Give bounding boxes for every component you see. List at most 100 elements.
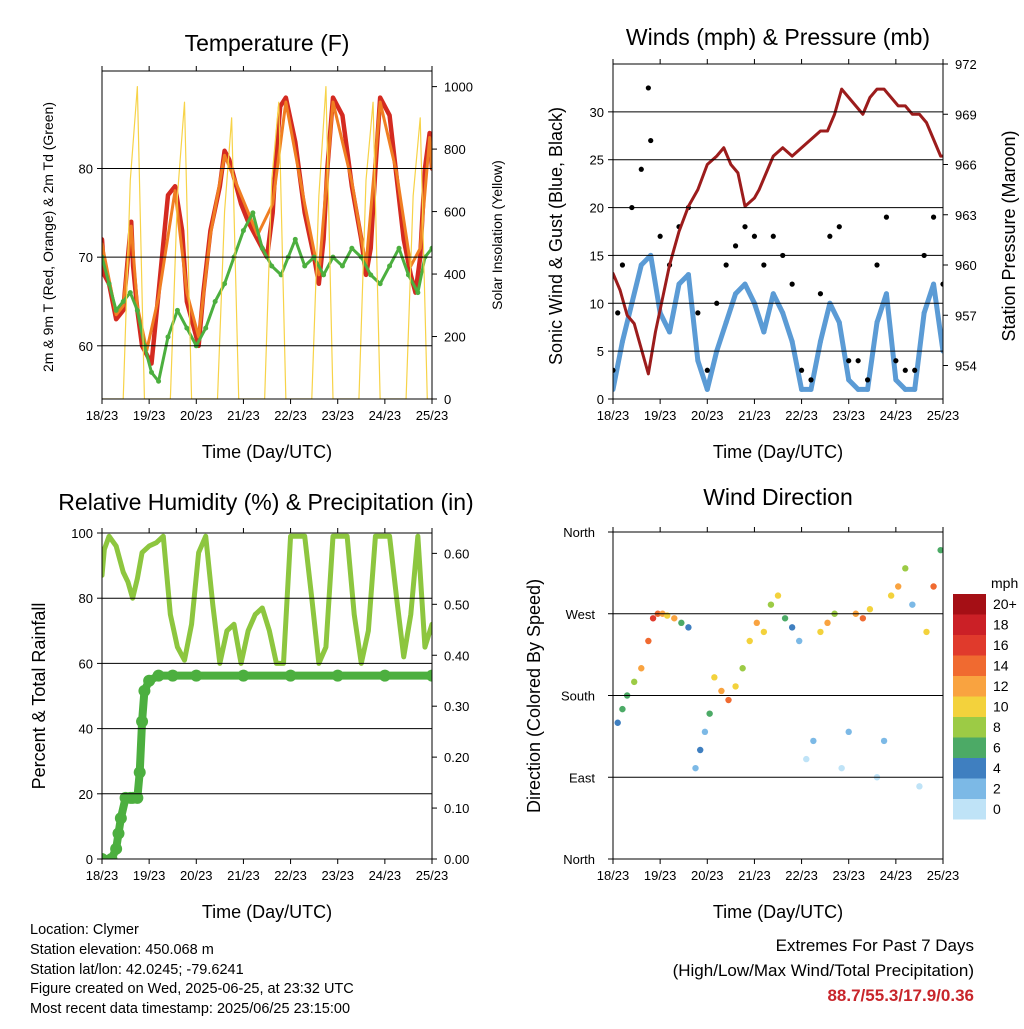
direction-point xyxy=(909,601,916,608)
humidity-panel: Relative Humidity (%) & Precipitation (i… xyxy=(29,489,474,922)
2m-td-point xyxy=(174,307,180,313)
total-precipitation-point xyxy=(133,766,146,779)
y-tick-label: 0 xyxy=(86,852,93,867)
wind-point xyxy=(742,281,748,287)
gust-point xyxy=(638,166,644,172)
gust-point xyxy=(940,281,943,287)
y2-tick-label: 957 xyxy=(955,308,977,323)
y2-tick-label: 0.40 xyxy=(444,648,469,663)
gust-point xyxy=(883,214,890,220)
2m-td-point xyxy=(212,298,218,304)
y-tick-label: North xyxy=(563,525,595,540)
y-tick-label: 25 xyxy=(590,153,604,168)
x-tick-label: 22/23 xyxy=(274,868,307,883)
direction-point xyxy=(619,705,626,713)
direction-point xyxy=(923,628,930,636)
winds-xlabel: Time (Day/UTC) xyxy=(713,442,843,462)
2m-td-point xyxy=(134,307,140,313)
2m-td-point xyxy=(396,245,402,251)
temperature-title: Temperature (F) xyxy=(185,30,350,56)
gust-point xyxy=(761,262,767,268)
direction-point xyxy=(810,737,817,745)
total-precipitation-point xyxy=(190,669,203,682)
x-tick-label: 18/23 xyxy=(597,868,630,883)
legend-swatch xyxy=(953,737,986,758)
y2-tick-label: 200 xyxy=(444,330,466,345)
y-tick-label: 20 xyxy=(590,201,604,216)
total-precipitation-point xyxy=(237,669,250,682)
y-tick-label: 20 xyxy=(79,787,93,802)
y-tick-label: 80 xyxy=(79,591,93,606)
gust-point xyxy=(704,367,710,373)
total-precipitation-point xyxy=(378,669,391,682)
gust-point xyxy=(874,262,880,268)
wind-point xyxy=(619,339,625,345)
wind-point xyxy=(912,386,918,392)
wind-point xyxy=(695,358,701,364)
gust-point xyxy=(864,377,871,383)
y2-tick-label: 0.50 xyxy=(444,597,469,612)
total-precipitation-line xyxy=(102,671,432,859)
y2-tick-label: 1000 xyxy=(444,80,473,95)
legend-swatch xyxy=(953,635,986,656)
humidity-ticks: 18/23 19/23 20/23 21/23 22/23 23/23 24/23 25/23… xyxy=(71,526,469,883)
gust-point xyxy=(645,85,651,91)
y2-tick-label: 972 xyxy=(955,57,977,72)
wind-point xyxy=(733,291,739,297)
direction-point xyxy=(859,615,867,622)
2m-td-point xyxy=(269,263,275,269)
x-tick-label: 24/23 xyxy=(369,868,402,883)
direction-point xyxy=(685,624,692,631)
y2-tick-label: 0.30 xyxy=(444,699,469,714)
2m-td-point xyxy=(184,325,190,331)
wind-point xyxy=(846,377,852,383)
winds-frame xyxy=(612,63,944,400)
y-tick-label: 30 xyxy=(590,105,604,120)
legend-swatch xyxy=(953,717,986,738)
gust-point xyxy=(648,137,654,144)
2m-td-point xyxy=(203,325,209,331)
y2-tick-label: 800 xyxy=(444,142,466,157)
total-precipitation-point xyxy=(426,669,432,682)
direction-point xyxy=(701,728,709,736)
wind-point xyxy=(817,339,823,345)
y-tick-label: 5 xyxy=(597,344,604,359)
legend-label: 4 xyxy=(993,760,1001,776)
x-tick-label: 20/23 xyxy=(180,868,213,883)
legend-label: 0 xyxy=(993,801,1001,817)
direction-point xyxy=(774,592,782,599)
x-tick-label: 22/23 xyxy=(274,408,307,423)
humidity-ylabel: Percent & Total Rainfall xyxy=(29,603,49,790)
legend-swatch xyxy=(953,799,986,820)
total-precipitation-point xyxy=(166,669,179,682)
direction-point xyxy=(895,583,902,590)
direction-point xyxy=(671,615,678,622)
2m-td-point xyxy=(292,236,298,242)
legend-swatch xyxy=(953,614,986,635)
direction-point xyxy=(739,665,746,672)
legend-label: 8 xyxy=(993,719,1001,735)
direction-point xyxy=(880,737,888,745)
winds-gridlines xyxy=(613,111,943,352)
direction-title: Wind Direction xyxy=(703,484,853,510)
2m-td-point xyxy=(113,307,119,313)
speed-legend: mph 20+ 18 16 14 12 10 8 6 4 2 0 xyxy=(953,575,1018,820)
direction-point xyxy=(930,583,937,590)
figure-created: Figure created on Wed, 2025-06-25, at 23… xyxy=(30,981,354,998)
direction-point xyxy=(902,565,909,572)
wind-point xyxy=(723,319,729,325)
y2-tick-label: 963 xyxy=(955,208,977,223)
y2-tick-label: 0.60 xyxy=(444,546,469,561)
x-tick-label: 20/23 xyxy=(691,868,724,883)
2m-td-point xyxy=(127,290,133,296)
legend-swatch xyxy=(953,676,986,697)
y2-tick-label: 0 xyxy=(444,392,451,407)
y-tick-label: 60 xyxy=(79,656,93,671)
wind-point xyxy=(874,319,880,325)
extremes-subheading: (High/Low/Max Wind/Total Precipitation) xyxy=(672,961,974,980)
2m-td-point xyxy=(321,272,327,278)
gust-point xyxy=(827,233,833,239)
x-tick-label: 23/23 xyxy=(832,408,865,423)
extremes-values: 88.7/55.3/17.9/0.36 xyxy=(827,986,974,1005)
